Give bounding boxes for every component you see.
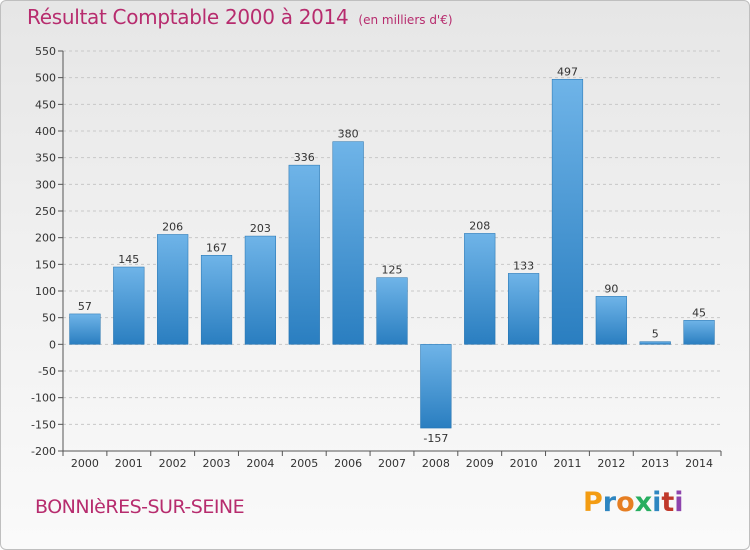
data-label: 45 [692,306,706,319]
x-tick-label: 2013 [641,457,669,470]
x-tick-label: 2012 [597,457,625,470]
x-tick-label: 2008 [422,457,450,470]
data-label: 336 [294,151,315,164]
bar [157,234,189,345]
x-tick-label: 2005 [290,457,318,470]
x-tick-label: 2006 [334,457,362,470]
commune-name: BONNIèRES-SUR-SEINE [35,496,245,518]
bars [69,79,715,429]
bar [551,79,584,345]
logo-letter: x [634,487,653,518]
bar [376,277,408,345]
bar [507,273,540,345]
data-label: -157 [423,432,448,445]
x-tick-label: 2007 [378,457,406,470]
x-tick-label: 2011 [553,457,581,470]
y-tick-label: 150 [35,258,56,271]
data-labels: 57 145 206 167 203 336 380 125 -157 208 133 497 90 5 4… [78,65,706,445]
bar [113,266,145,345]
logo-letter: P [583,487,603,518]
x-tick-label: 2001 [115,457,143,470]
y-tick-label: 450 [35,98,56,111]
y-tick-label: 200 [35,232,56,245]
y-tick-label: -100 [31,392,56,405]
x-tick-label: 2000 [71,457,99,470]
logo-letter: i [674,487,684,518]
proxiti-logo[interactable]: Proxiti [583,487,684,518]
chart-unit: (en milliers d'€) [358,13,453,27]
chart-title-text: Résultat Comptable 2000 à 2014 [27,5,349,29]
logo-letter: i [652,487,662,518]
axes: -200 -150 -100 -50 0 50 100 150 200 250 300 350 400 4… [31,45,722,470]
data-label: 90 [604,282,618,295]
data-label: 203 [250,222,271,235]
y-tick-label: -200 [31,445,56,458]
bar [464,233,496,345]
y-tick-label: 100 [35,285,56,298]
y-tick-label: 400 [35,125,56,138]
bar [244,235,277,345]
y-tick-label: 50 [42,312,56,325]
data-label: 167 [206,241,227,254]
bar [288,164,320,345]
y-tick-label: -150 [31,418,56,431]
logo-letter: r [602,487,617,518]
data-label: 206 [162,220,183,233]
x-tick-label: 2002 [159,457,187,470]
x-tick-label: 2004 [246,457,274,470]
bar [200,255,233,345]
bar [683,320,715,345]
data-label: 57 [78,300,92,313]
y-tick-label: 300 [35,178,56,191]
data-label: 497 [557,65,578,78]
bar [420,344,452,429]
x-tick-label: 2010 [510,457,538,470]
bar [595,296,627,345]
y-tick-label: -50 [38,365,56,378]
bar [639,341,671,345]
data-label: 133 [513,259,534,272]
chart-title: Résultat Comptable 2000 à 2014 (en millie… [27,5,453,29]
logo-letter: o [616,487,635,518]
x-tick-label: 2003 [203,457,231,470]
y-tick-label: 500 [35,72,56,85]
y-tick-label: 550 [35,45,56,58]
data-label: 125 [382,264,403,277]
bar [69,313,101,345]
y-tick-label: 250 [35,205,56,218]
x-tick-label: 2014 [685,457,713,470]
data-label: 208 [469,219,490,232]
data-label: 145 [118,253,139,266]
data-label: 5 [652,328,659,341]
data-label: 380 [338,128,359,141]
x-tick-label: 2009 [466,457,494,470]
logo-letter: t [661,487,675,518]
y-tick-label: 0 [49,338,56,351]
y-tick-label: 350 [35,152,56,165]
bar [332,141,364,345]
